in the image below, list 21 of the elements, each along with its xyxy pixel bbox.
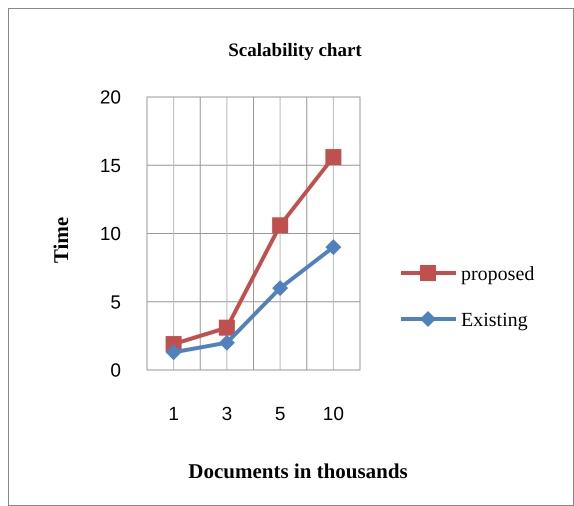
point [272,217,288,234]
x-axis-title: Documents in thousands [188,459,408,483]
point [272,280,288,296]
y-tick-label: 5 [110,292,121,314]
y-tick-label: 10 [100,224,121,246]
point [218,334,235,351]
x-tick-label: 3 [222,404,232,425]
legend-label: Existing [461,309,528,331]
point [325,239,342,256]
y-tick-label: 15 [100,156,121,177]
point [218,320,235,336]
y-tick-label: 20 [100,88,121,109]
x-tick-label: 10 [322,404,344,425]
x-tick-label: 5 [274,404,286,425]
point [166,344,182,360]
legend-label: proposed [461,263,534,285]
x-tick-label: 1 [168,404,179,425]
chart-title: Scalability chart [228,40,362,61]
point [325,149,342,166]
y-axis-title: Time [49,216,73,264]
y-tick-label: 0 [110,360,121,382]
